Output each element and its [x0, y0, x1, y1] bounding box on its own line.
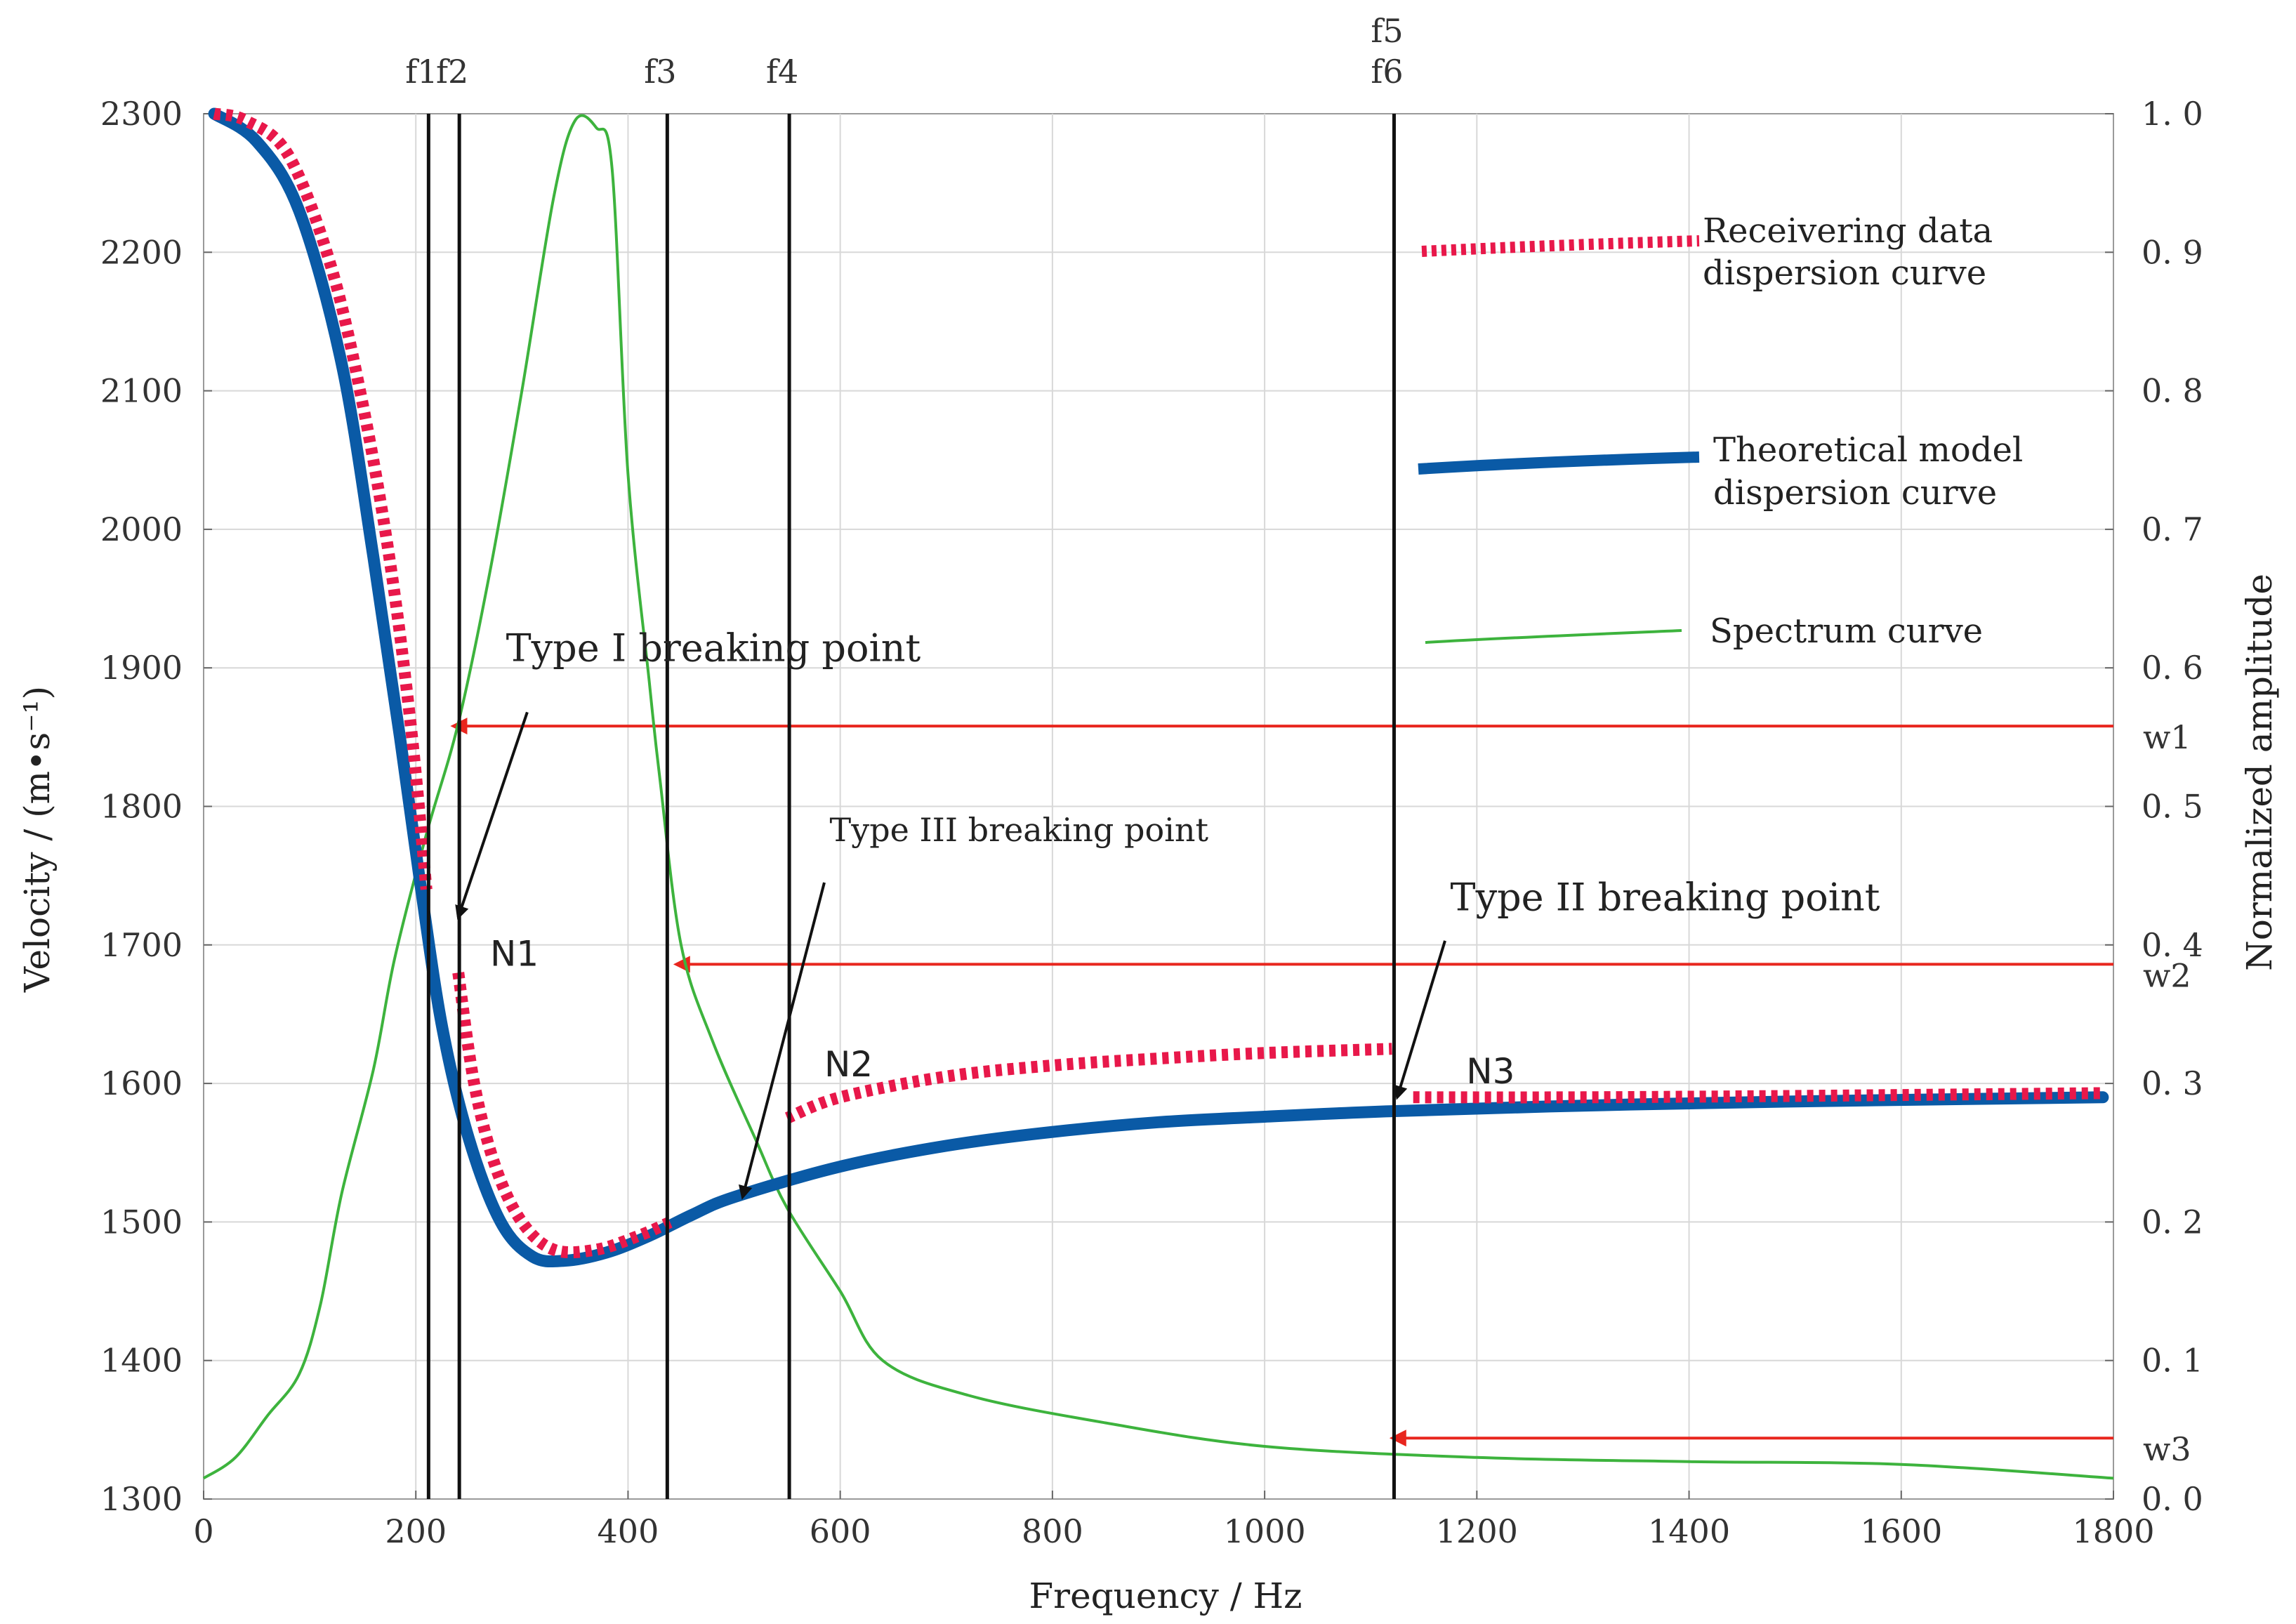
x-tick-label: 1200 — [1436, 1512, 1518, 1550]
breaking-point-arrow-3 — [1394, 940, 1446, 1100]
node-label-n2: N2 — [824, 1044, 873, 1085]
y-tick-label-right: 0. 6 — [2142, 649, 2203, 687]
series-receiving-segment-1 — [213, 107, 433, 890]
series-receiving-segment-3 — [784, 1043, 1392, 1124]
y-axis-title-right: Normalized amplitude — [2239, 574, 2280, 971]
legend: Receivering data dispersion curve Theore… — [1418, 211, 2023, 651]
x-tick-label: 1800 — [2072, 1512, 2154, 1550]
y-tick-label-left: 2200 — [100, 233, 183, 271]
y-tick-label-left: 2300 — [100, 95, 183, 133]
series — [202, 107, 2114, 1480]
x-tick-label: 1600 — [1860, 1512, 1942, 1550]
reference-lines: w1 w2 w3 — [450, 718, 2191, 1468]
node-label-n1: N1 — [490, 933, 539, 974]
frequency-label-f4: f4 — [766, 53, 798, 91]
series-receiving-segment-4 — [1413, 1087, 2103, 1104]
series-spectrum-curve — [202, 114, 2114, 1480]
legend-label-theoretical-1: Theoretical model — [1713, 430, 2023, 470]
y-tick-label-left: 1300 — [100, 1480, 183, 1518]
legend-label-receiving-1: Receivering data — [1703, 211, 1993, 251]
x-tick-label: 200 — [385, 1512, 447, 1550]
y-tick-label-right: 0. 3 — [2142, 1064, 2203, 1102]
x-tick-label: 0 — [193, 1512, 213, 1550]
x-axis-title: Frequency / Hz — [1029, 1576, 1302, 1616]
series-receiving-segment-2 — [452, 972, 673, 1259]
frequency-label-f3: f3 — [644, 53, 676, 91]
x-tick-label: 600 — [810, 1512, 871, 1550]
x-tick-label: 400 — [598, 1512, 659, 1550]
breaking-point-label-1: Type I breaking point — [506, 626, 921, 670]
y-tick-label-left: 2000 — [100, 510, 183, 548]
grid — [203, 113, 2114, 1500]
y-axis-title-left: Velocity / (m•s⁻¹) — [17, 686, 58, 993]
tick-labels: 0 200 400 600 800 1000 1200 1400 1600 1800 1300 140… — [100, 95, 2203, 1550]
y-tick-label-left: 1500 — [100, 1203, 183, 1241]
reference-label-w1: w1 — [2143, 718, 2191, 756]
frequency-label-f6: f6 — [1371, 53, 1403, 91]
legend-label-theoretical-2: dispersion curve — [1713, 473, 1997, 513]
y-tick-label-right: 0. 5 — [2142, 788, 2203, 826]
legend-swatch-theoretical — [1418, 451, 1700, 475]
y-tick-label-right: 0. 4 — [2142, 926, 2203, 964]
legend-swatch-receiving — [1421, 235, 1700, 257]
y-tick-label-right: 0. 8 — [2142, 372, 2203, 410]
reference-label-w3: w3 — [2143, 1430, 2191, 1468]
y-tick-label-left: 1900 — [100, 649, 183, 687]
breaking-point-label-3: Type II breaking point — [1451, 875, 1880, 919]
x-tick-label: 800 — [1022, 1512, 1083, 1550]
legend-swatch-spectrum — [1425, 629, 1682, 644]
y-tick-label-left: 1700 — [100, 926, 183, 964]
x-tick-label: 1000 — [1224, 1512, 1306, 1550]
reference-label-w2: w2 — [2143, 956, 2191, 994]
breaking-point-label-2: Type III breaking point — [830, 811, 1209, 849]
node-label-n3: N3 — [1466, 1051, 1515, 1092]
y-tick-label-left: 2100 — [100, 372, 183, 410]
y-tick-label-left: 1400 — [100, 1342, 183, 1380]
y-tick-label-right: 0. 9 — [2142, 233, 2203, 271]
legend-label-receiving-2: dispersion curve — [1703, 253, 1986, 293]
y-tick-label-right: 0. 1 — [2142, 1342, 2203, 1380]
legend-label-spectrum: Spectrum curve — [1710, 612, 1983, 651]
y-tick-label-right: 0. 0 — [2142, 1480, 2203, 1518]
frequency-label-f5: f5 — [1371, 12, 1403, 50]
x-tick-label: 1400 — [1648, 1512, 1730, 1550]
y-tick-label-right: 1. 0 — [2142, 95, 2203, 133]
frequency-label-f2: f2 — [436, 53, 468, 91]
breaking-point-arrow-1 — [455, 711, 529, 920]
breaking-point-arrow-2 — [738, 882, 826, 1200]
y-tick-label-right: 0. 2 — [2142, 1203, 2203, 1241]
y-tick-label-right: 0. 7 — [2142, 510, 2203, 548]
frequency-label-f1: f1 — [405, 53, 437, 91]
y-tick-label-left: 1800 — [100, 788, 183, 826]
series-theoretical-curve — [208, 107, 2109, 1268]
y-tick-label-left: 1600 — [100, 1064, 183, 1102]
annotations: Type I breaking point Type III breaking p… — [455, 626, 1880, 1200]
